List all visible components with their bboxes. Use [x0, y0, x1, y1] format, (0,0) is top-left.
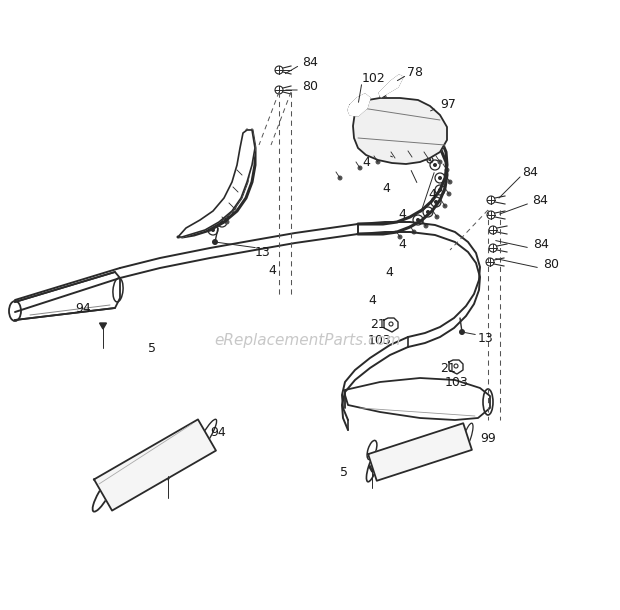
Text: 21: 21 [370, 318, 386, 331]
Circle shape [435, 215, 440, 220]
Circle shape [429, 159, 431, 161]
Text: 4: 4 [268, 264, 276, 276]
Text: 103: 103 [445, 376, 469, 389]
Text: 5: 5 [148, 342, 156, 354]
Text: 80: 80 [302, 81, 318, 93]
Circle shape [397, 234, 402, 240]
Text: 94: 94 [75, 301, 91, 315]
Circle shape [448, 179, 453, 184]
Text: 84: 84 [302, 56, 318, 68]
Circle shape [226, 210, 230, 214]
Circle shape [434, 200, 438, 204]
Circle shape [352, 110, 355, 113]
Polygon shape [94, 420, 216, 511]
Polygon shape [368, 423, 472, 481]
Circle shape [211, 228, 215, 232]
Circle shape [433, 163, 437, 167]
Text: 94: 94 [210, 426, 226, 439]
Circle shape [376, 159, 381, 165]
Text: 4: 4 [398, 209, 406, 221]
Circle shape [446, 192, 451, 196]
Text: 99: 99 [480, 431, 496, 445]
Circle shape [231, 206, 236, 210]
Circle shape [423, 223, 428, 229]
Text: 102: 102 [362, 71, 386, 85]
Circle shape [438, 188, 442, 192]
Circle shape [429, 134, 431, 136]
Text: 5: 5 [340, 465, 348, 478]
Text: 84: 84 [533, 237, 549, 251]
Polygon shape [379, 75, 403, 97]
Circle shape [429, 147, 431, 149]
Circle shape [459, 329, 465, 335]
Circle shape [409, 154, 415, 159]
Text: 84: 84 [522, 165, 538, 179]
Text: 13: 13 [478, 331, 494, 345]
Text: 21: 21 [440, 362, 456, 375]
Circle shape [236, 190, 241, 195]
Circle shape [438, 176, 442, 180]
Text: 4: 4 [385, 265, 393, 279]
Text: 4: 4 [428, 188, 436, 201]
Circle shape [438, 159, 443, 165]
Circle shape [445, 168, 449, 173]
Circle shape [424, 153, 428, 157]
Circle shape [443, 204, 448, 209]
Text: 97: 97 [440, 98, 456, 112]
Circle shape [412, 229, 417, 234]
Circle shape [239, 173, 244, 178]
Circle shape [425, 156, 430, 160]
Circle shape [337, 176, 342, 181]
Text: eReplacementParts.com: eReplacementParts.com [215, 332, 401, 348]
Circle shape [358, 165, 363, 171]
Circle shape [416, 218, 420, 222]
Polygon shape [348, 94, 370, 116]
Circle shape [392, 156, 397, 160]
Circle shape [426, 210, 430, 214]
Circle shape [220, 220, 224, 224]
Bar [390, 136, 418, 148]
Circle shape [212, 239, 218, 245]
Polygon shape [353, 98, 447, 164]
Text: 4: 4 [398, 239, 406, 251]
Text: 4: 4 [368, 293, 376, 306]
Circle shape [224, 220, 229, 224]
Circle shape [230, 198, 234, 202]
Text: 78: 78 [407, 65, 423, 79]
Text: 13: 13 [255, 245, 271, 259]
Text: 4: 4 [382, 182, 390, 195]
Circle shape [381, 96, 384, 98]
Text: 80: 80 [543, 259, 559, 271]
Text: 4: 4 [362, 156, 370, 168]
Text: 84: 84 [532, 193, 548, 207]
Polygon shape [178, 130, 255, 237]
Text: 103: 103 [368, 334, 392, 346]
